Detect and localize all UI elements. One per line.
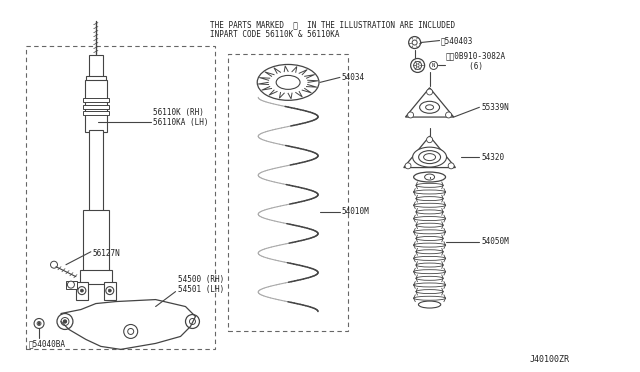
Text: 54500 (RH)
54501 (LH): 54500 (RH) 54501 (LH) [177, 275, 224, 294]
Polygon shape [405, 88, 454, 117]
Circle shape [427, 89, 433, 95]
Circle shape [51, 261, 58, 268]
Ellipse shape [276, 76, 300, 89]
Ellipse shape [419, 151, 440, 164]
Ellipse shape [416, 237, 443, 240]
Text: 56127N: 56127N [93, 249, 120, 258]
Ellipse shape [413, 283, 445, 287]
Text: 54320: 54320 [481, 153, 504, 161]
Circle shape [106, 286, 114, 295]
FancyBboxPatch shape [83, 105, 109, 109]
Ellipse shape [413, 147, 447, 167]
FancyBboxPatch shape [83, 111, 109, 115]
Circle shape [38, 323, 40, 324]
Circle shape [189, 318, 195, 324]
Polygon shape [404, 136, 456, 167]
Text: ※⑀0B910-3082A
     (6): ※⑀0B910-3082A (6) [445, 52, 506, 71]
Ellipse shape [413, 256, 445, 260]
Text: J40100ZR: J40100ZR [529, 355, 569, 364]
Circle shape [409, 36, 420, 48]
Circle shape [63, 320, 67, 323]
Circle shape [78, 286, 86, 295]
Ellipse shape [419, 301, 441, 308]
Ellipse shape [416, 250, 443, 254]
FancyBboxPatch shape [83, 210, 109, 272]
Circle shape [413, 61, 422, 70]
Ellipse shape [416, 183, 443, 187]
Ellipse shape [416, 263, 443, 267]
Ellipse shape [413, 270, 445, 274]
Text: INPART CODE 56110K & 56110KA: INPART CODE 56110K & 56110KA [211, 30, 340, 39]
Circle shape [57, 314, 73, 330]
Circle shape [411, 58, 424, 73]
Circle shape [408, 112, 413, 118]
Circle shape [405, 163, 411, 169]
Text: ※540403: ※540403 [440, 36, 473, 45]
Ellipse shape [413, 203, 445, 207]
Circle shape [81, 289, 83, 292]
Ellipse shape [426, 105, 433, 110]
Ellipse shape [413, 243, 445, 247]
FancyBboxPatch shape [85, 80, 107, 132]
Circle shape [128, 328, 134, 334]
Ellipse shape [413, 190, 445, 194]
Ellipse shape [413, 230, 445, 234]
FancyBboxPatch shape [104, 282, 116, 299]
Ellipse shape [420, 101, 440, 113]
Ellipse shape [416, 290, 443, 294]
FancyBboxPatch shape [89, 130, 103, 212]
FancyBboxPatch shape [86, 76, 106, 82]
Circle shape [124, 324, 138, 339]
Circle shape [448, 163, 454, 169]
Ellipse shape [424, 154, 436, 161]
FancyBboxPatch shape [80, 270, 112, 283]
Circle shape [412, 40, 417, 45]
Text: N: N [432, 63, 435, 68]
Circle shape [416, 64, 419, 67]
Bar [26, 45, 216, 349]
Circle shape [61, 318, 69, 326]
FancyBboxPatch shape [83, 98, 109, 102]
Ellipse shape [416, 197, 443, 201]
Bar [228, 54, 348, 331]
Ellipse shape [416, 223, 443, 227]
Circle shape [186, 314, 200, 328]
Text: 54034: 54034 [342, 73, 365, 82]
Text: 54010M: 54010M [342, 208, 370, 217]
Ellipse shape [416, 210, 443, 214]
Ellipse shape [416, 276, 443, 280]
FancyBboxPatch shape [76, 282, 88, 299]
Ellipse shape [413, 172, 445, 182]
Text: 56110K (RH)
56110KA (LH): 56110K (RH) 56110KA (LH) [152, 108, 208, 127]
Text: 54050M: 54050M [481, 237, 509, 246]
FancyBboxPatch shape [89, 55, 103, 77]
Circle shape [37, 321, 41, 326]
Circle shape [67, 281, 74, 288]
Text: ※54040BA: ※54040BA [29, 339, 66, 348]
Circle shape [445, 112, 452, 118]
Circle shape [108, 289, 111, 292]
Ellipse shape [413, 296, 445, 300]
Ellipse shape [424, 174, 435, 180]
FancyBboxPatch shape [66, 280, 77, 289]
Text: 55339N: 55339N [481, 103, 509, 112]
Text: THE PARTS MARKED  ※  IN THE ILLUSTRATION ARE INCLUDED: THE PARTS MARKED ※ IN THE ILLUSTRATION A… [211, 20, 456, 29]
Ellipse shape [413, 217, 445, 221]
Circle shape [34, 318, 44, 328]
Circle shape [427, 137, 433, 143]
Circle shape [429, 61, 438, 70]
